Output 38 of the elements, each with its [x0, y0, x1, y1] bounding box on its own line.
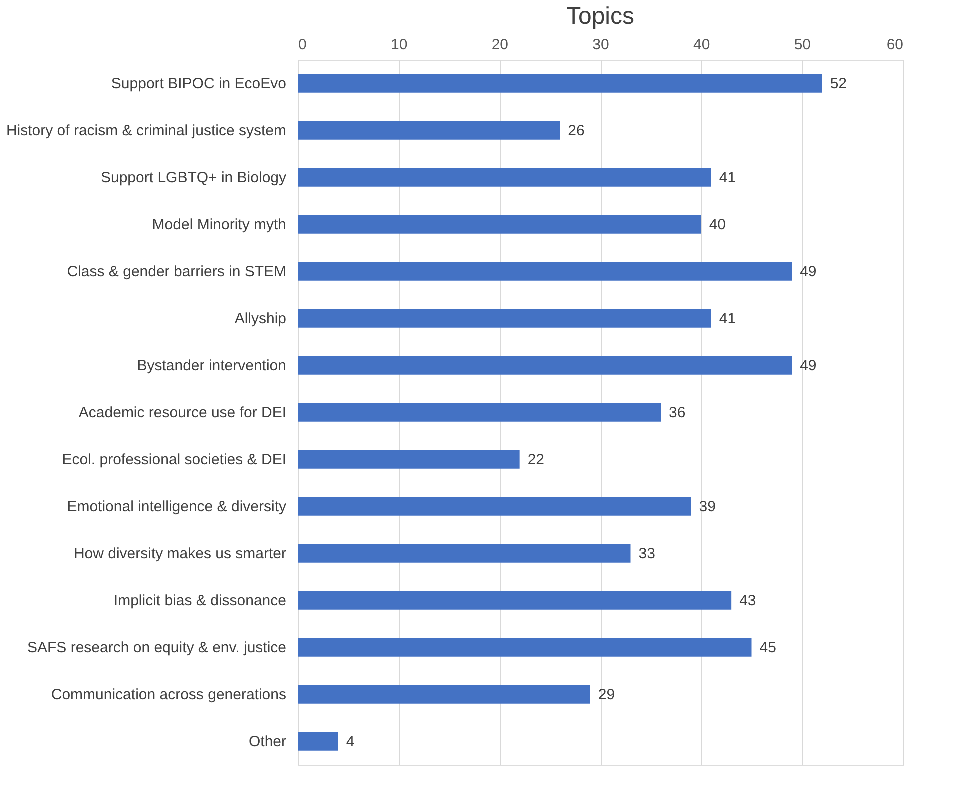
y-tick-label: Support LGBTQ+ in Biology [100, 170, 287, 186]
data-label: 43 [740, 592, 756, 610]
y-tick-label: Ecol. professional societies & DEI [62, 452, 286, 468]
data-label: 49 [800, 264, 817, 280]
y-tick-label: Implicit bias & dissonance [114, 592, 286, 610]
x-tick-label: 50 [794, 36, 812, 54]
x-tick-label: 60 [886, 36, 904, 54]
data-label: 49 [800, 358, 817, 374]
data-label: 22 [528, 452, 545, 468]
y-tick-label: Allyship [234, 310, 286, 328]
x-tick-label: 10 [390, 36, 408, 54]
data-label: 26 [568, 122, 585, 140]
y-tick-label: Emotional intelligence & diversity [67, 498, 287, 516]
data-label: 4 [346, 734, 355, 750]
y-tick-label: SAFS research on equity & env. justice [27, 640, 286, 656]
y-tick-label: Academic resource use for DEI [78, 404, 286, 422]
data-label: 29 [598, 686, 616, 704]
data-label: 45 [760, 640, 776, 656]
y-tick-label: Other [248, 734, 287, 750]
y-tick-label: Communication across generations [51, 686, 286, 704]
data-label: 40 [709, 216, 726, 234]
chart-title: Topics [566, 3, 635, 30]
y-tick-label: Bystander intervention [137, 358, 286, 374]
x-tick-label: 20 [492, 36, 509, 54]
x-tick-label: 30 [592, 36, 610, 54]
data-label: 41 [719, 310, 736, 328]
x-tick-label: 40 [693, 36, 710, 54]
data-label: 41 [719, 170, 736, 186]
y-tick-label: Support BIPOC in EcoEvo [111, 76, 286, 92]
y-tick-label: History of racism & criminal justice system [6, 122, 286, 140]
data-label: 36 [669, 404, 686, 422]
x-tick-label: 0 [298, 36, 307, 54]
data-label: 39 [699, 498, 716, 516]
data-label: 52 [830, 76, 848, 92]
y-tick-label: How diversity makes us smarter [74, 546, 286, 562]
y-tick-label: Class & gender barriers in STEM [67, 264, 286, 280]
y-tick-label: Model Minority myth [152, 216, 286, 234]
data-label: 33 [638, 546, 656, 562]
